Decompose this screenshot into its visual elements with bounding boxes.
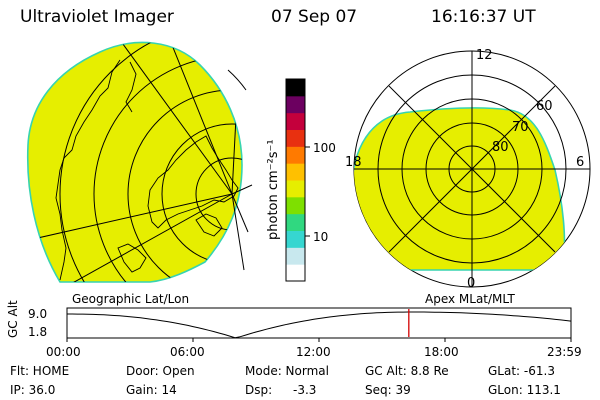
coastline — [147, 135, 239, 229]
meridian — [119, 42, 233, 195]
meridian-tail — [231, 184, 253, 195]
mlat-label-60: 60 — [536, 99, 553, 114]
colorbar-band — [286, 213, 305, 231]
meridian — [59, 193, 233, 282]
mlt-label-6: 6 — [576, 155, 584, 170]
colorbar-band — [286, 95, 305, 114]
meridian-tail — [231, 193, 245, 271]
colorbar-band — [286, 196, 305, 215]
timeline-xtick: 12:00 — [296, 345, 331, 359]
colorbar-tick-10: 10 — [313, 230, 328, 244]
observation-time: 16:16:37 UT — [431, 7, 536, 27]
geographic-caption: Geographic Lat/Lon — [72, 292, 190, 306]
mlt-line — [388, 85, 556, 253]
glon-status: GLon: 113.1 — [488, 383, 561, 397]
dsp-label: Dsp: — [245, 383, 273, 397]
mlt-label-12: 12 — [476, 48, 493, 63]
timeline-frame — [66, 307, 572, 339]
filter-status: Flt: HOME — [10, 364, 70, 378]
colorbar — [286, 79, 305, 282]
timeline-axis-label: GC Alt — [6, 300, 20, 338]
coastline — [55, 59, 121, 281]
colorbar-band — [286, 264, 305, 282]
mlt-label-0: 0 — [467, 276, 475, 291]
coastline — [195, 213, 223, 237]
glat-status: GLat: -61.3 — [488, 364, 555, 378]
lat-circle — [59, 42, 243, 282]
observation-date: 07 Sep 07 — [271, 7, 358, 27]
apex-caption: Apex MLat/MLT — [425, 292, 515, 306]
timeline-ytick-low: 1.8 — [28, 325, 48, 339]
mlt-label-18: 18 — [345, 155, 362, 170]
seq-status: Seq: 39 — [365, 383, 411, 397]
mlat-label-70: 70 — [512, 120, 529, 135]
meridian-tail — [231, 193, 249, 233]
timeline-ytick-high: 9.0 — [28, 307, 48, 321]
timeline-xtick: 06:00 — [170, 345, 205, 359]
colorbar-tick-100: 100 — [313, 141, 336, 155]
polar-disk — [354, 107, 566, 271]
colorbar-unit-label: photon cm⁻²s⁻¹ — [266, 139, 281, 240]
colorbar-frame — [285, 78, 306, 282]
gc-alt-status: GC Alt: 8.8 Re — [365, 364, 449, 378]
coastline — [117, 243, 147, 273]
colorbar-band — [286, 112, 305, 130]
timeline-xtick: 00:00 — [46, 345, 81, 359]
timeline-xtick: 23:59 — [547, 345, 582, 359]
colorbar-band — [286, 129, 305, 147]
instrument-title: Ultraviolet Imager — [20, 7, 174, 27]
colorbar-band — [286, 163, 305, 181]
mlat-label-80: 80 — [492, 140, 509, 155]
meridian — [27, 193, 233, 243]
timeline-ticks — [66, 338, 572, 342]
ip-status: IP: 36.0 — [10, 383, 56, 397]
lat-arc-tail — [227, 69, 247, 91]
timeline-xtick: 18:00 — [424, 345, 459, 359]
mode-status: Mode: Normal — [245, 364, 329, 378]
colorbar-band — [286, 180, 305, 198]
meridian — [169, 42, 233, 195]
dsp-value: -3.3 — [293, 383, 317, 397]
geographic-disk — [26, 41, 243, 283]
coastline — [125, 61, 137, 113]
colorbar-band — [286, 146, 305, 164]
door-status: Door: Open — [126, 364, 195, 378]
orbit-altitude-curve — [67, 311, 572, 339]
gain-status: Gain: 14 — [126, 383, 177, 397]
colorbar-band — [286, 230, 305, 248]
colorbar-band — [286, 247, 305, 265]
colorbar-band — [286, 79, 305, 97]
